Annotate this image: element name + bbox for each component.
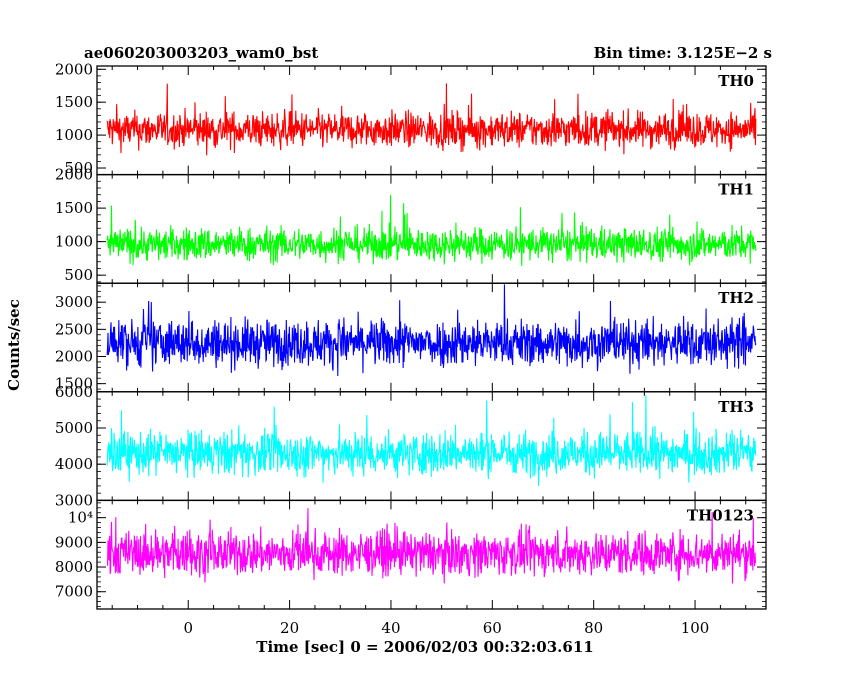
y-tick-label: 1000	[55, 233, 93, 251]
y-tick-label: 2000	[55, 166, 93, 184]
series-th1	[106, 194, 757, 266]
panel-label-th2: TH2	[718, 289, 754, 307]
y-tick-label: 7000	[55, 583, 93, 601]
y-tick-label: 4000	[55, 455, 93, 473]
chart-title: ae060203003203_wam0_bst	[84, 44, 319, 62]
y-tick-label: 9000	[55, 533, 93, 551]
y-tick-label: 1500	[55, 199, 93, 217]
x-tick-label: 60	[483, 619, 502, 637]
panel-frame-th0123	[96, 499, 767, 610]
y-tick-label: 1000	[55, 126, 93, 144]
x-tick-label: 80	[584, 619, 603, 637]
y-tick-label: 500	[64, 266, 93, 284]
y-tick-label: 6000	[55, 383, 93, 401]
x-tick-label: 0	[183, 619, 193, 637]
panel-label-th3: TH3	[718, 398, 754, 416]
panel-label-th1: TH1	[718, 181, 754, 199]
y-tick-label: 3000	[55, 293, 93, 311]
y-tick-label: 1500	[55, 93, 93, 111]
y-axis-label: Counts/sec	[5, 299, 23, 391]
panel-label-th0: TH0	[718, 72, 754, 90]
x-tick-label: 40	[381, 619, 400, 637]
y-tick-label: 8000	[55, 558, 93, 576]
series-th0	[106, 83, 757, 156]
panel-label-th0123: TH0123	[687, 506, 754, 524]
x-tick-label: 100	[681, 619, 710, 637]
series-th0123	[106, 508, 757, 584]
y-tick-label: 500	[64, 159, 93, 177]
panel-frame-th1	[96, 173, 767, 284]
y-tick-label: 3000	[55, 491, 93, 509]
y-tick-label: 2000	[55, 348, 93, 366]
x-axis-label: Time [sec] 0 = 2006/02/03 00:32:03.611	[256, 638, 594, 656]
y-tick-label: 2000	[55, 60, 93, 78]
series-th3	[106, 395, 757, 486]
bin-time-label: Bin time: 3.125E−2 s	[593, 44, 772, 62]
y-tick-label: 5000	[55, 419, 93, 437]
series-th2	[106, 284, 757, 376]
y-tick-label: 2500	[55, 320, 93, 338]
x-tick-label: 20	[280, 619, 299, 637]
y-tick-label: 10⁴	[68, 509, 93, 527]
y-tick-label: 1500	[55, 375, 93, 393]
